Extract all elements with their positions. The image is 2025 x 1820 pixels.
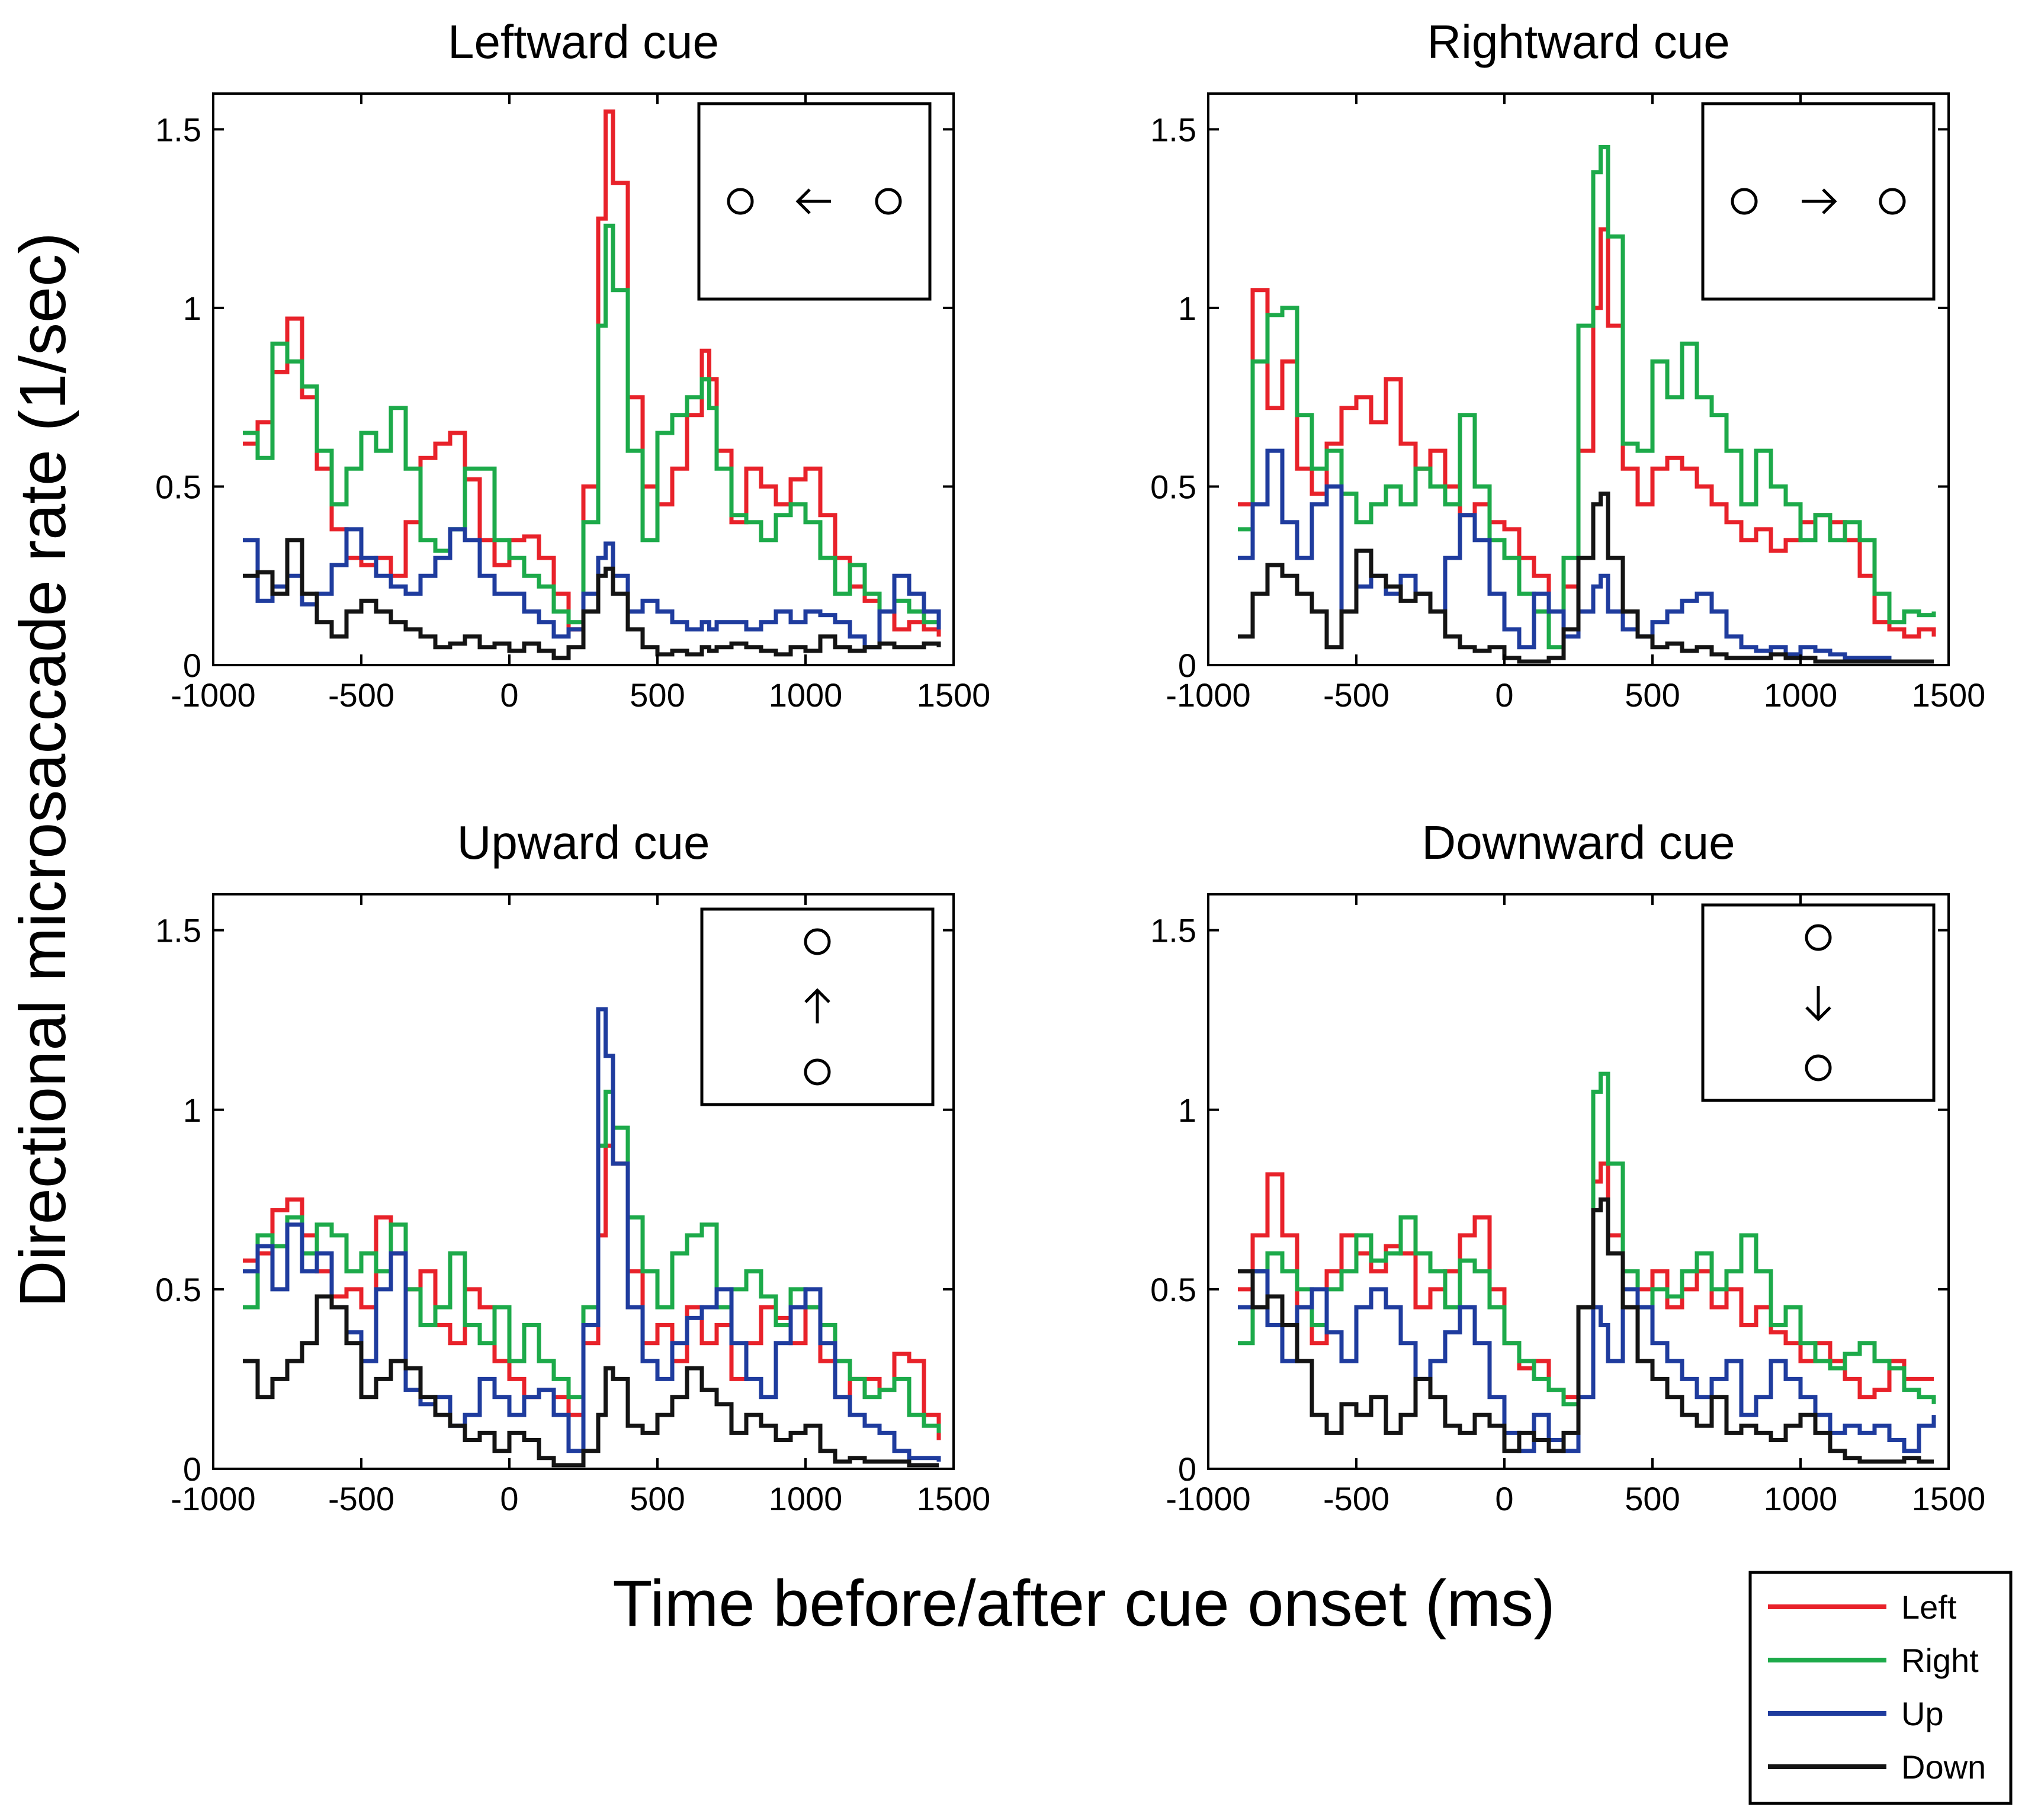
y-tick-label: 0.5 <box>155 468 201 505</box>
y-tick-label: 1 <box>1178 290 1196 327</box>
x-tick-label: 0 <box>1495 676 1513 714</box>
panels: Leftward cue-1000 -500 0 500 1000 150000.511.… <box>155 15 1985 1517</box>
panel-title: Rightward cue <box>1427 15 1729 68</box>
panel-2: Upward cue -1000 -500 0 500 1000 1500 0 0.5 1 1.5 <box>155 816 990 1517</box>
x-tick-label: 1500 <box>917 676 991 714</box>
x-tick-label: 0 <box>500 1480 518 1517</box>
panel-3: Downward cue -1000 -500 0 500 1000 1500 0 0.5 1 1.… <box>1150 816 1985 1517</box>
x-tick-label: -1000 <box>171 1480 255 1517</box>
target-circle-icon <box>804 1058 831 1086</box>
series-line-down <box>1238 1197 1934 1464</box>
axes-box <box>212 893 955 1470</box>
y-tick-label: 1.5 <box>155 111 201 148</box>
x-tick-label: -1000 <box>1166 1480 1250 1517</box>
series-line-right <box>1238 145 1936 650</box>
y-tick-label: 0.5 <box>1150 1271 1196 1308</box>
series-line-down <box>243 538 941 660</box>
series-line-right <box>243 223 941 625</box>
arrow-right-icon <box>1802 188 1837 214</box>
y-tick-label: 1.5 <box>1150 912 1196 949</box>
y-tick-label: 1 <box>183 290 201 327</box>
x-tick-label: 1000 <box>769 676 843 714</box>
x-tick-label: 500 <box>630 1480 685 1517</box>
x-tick-label: 500 <box>1625 1480 1680 1517</box>
target-circle-icon <box>1805 1054 1832 1081</box>
y-tick-label: 0 <box>183 647 201 684</box>
x-tick-label: 1000 <box>1764 1480 1838 1517</box>
x-axis-label: Time before/after cue onset (ms) <box>612 1567 1555 1640</box>
panel-0: Leftward cue -1000 -500 0 500 1000 1500 0 0.5 1 1.… <box>155 15 990 714</box>
cue-inset <box>697 102 932 301</box>
cue-inset <box>1701 102 1936 301</box>
panel-title: Downward cue <box>1421 816 1735 869</box>
y-tick-label: 0 <box>183 1450 201 1488</box>
legend-label-up: Up <box>1901 1695 1944 1732</box>
y-tick-label: 1.5 <box>155 912 201 949</box>
series-group <box>243 1007 941 1468</box>
x-tick-label: -1000 <box>171 676 255 714</box>
y-tick-label: 0.5 <box>1150 468 1196 505</box>
y-axis-label: Directional microsaccade rate (1/sec) <box>7 232 79 1308</box>
panel-title: Upward cue <box>457 816 710 869</box>
legend-label-left: Left <box>1901 1588 1957 1626</box>
x-tick-label: 1000 <box>769 1480 843 1517</box>
target-circle-icon <box>1879 188 1906 215</box>
x-tick-label: 0 <box>1495 1480 1513 1517</box>
cue-inset <box>700 907 935 1106</box>
legend-label-right: Right <box>1901 1642 1979 1679</box>
axes-box <box>212 92 955 666</box>
series-line-up <box>243 527 941 650</box>
series-line-right <box>1238 1071 1936 1407</box>
series-line-down <box>1238 492 1934 664</box>
y-tick-label: 1.5 <box>1150 111 1196 148</box>
x-tick-label: 1000 <box>1764 676 1838 714</box>
x-tick-label: 1500 <box>917 1480 991 1517</box>
cue-inset <box>1701 903 1936 1102</box>
series-line-down <box>243 1294 939 1468</box>
y-tick-label: 0 <box>1178 1450 1196 1488</box>
series-group <box>1238 145 1936 664</box>
target-circle-icon <box>1731 188 1758 215</box>
series-group <box>243 109 941 660</box>
x-tick-label: 500 <box>1625 676 1680 714</box>
series-line-left <box>243 109 941 637</box>
legend: Left Right Up Down <box>1748 1571 2013 1805</box>
legend-label-down: Down <box>1901 1748 1986 1786</box>
x-tick-label: 0 <box>500 676 518 714</box>
series-group <box>1238 1071 1936 1464</box>
y-tick-label: 1 <box>183 1092 201 1129</box>
target-circle-icon <box>1805 924 1832 951</box>
target-circle-icon <box>875 188 902 215</box>
target-circle-icon <box>804 928 831 955</box>
axes-box <box>1207 92 1950 666</box>
x-tick-label: -500 <box>328 676 394 714</box>
y-tick-label: 0 <box>1178 647 1196 684</box>
target-circle-icon <box>727 188 754 215</box>
panel-title: Leftward cue <box>448 15 719 68</box>
x-tick-label: 1500 <box>1912 676 1986 714</box>
panel-1: Rightward cue -1000 -500 0 500 1000 1500 0 0.5 1 1… <box>1150 15 1985 714</box>
x-tick-label: 1500 <box>1912 1480 1986 1517</box>
x-tick-label: -500 <box>328 1480 394 1517</box>
arrow-up-icon <box>804 988 830 1023</box>
x-tick-label: -500 <box>1323 1480 1389 1517</box>
x-tick-label: -1000 <box>1166 676 1250 714</box>
arrow-left-icon <box>795 188 831 214</box>
arrow-down-icon <box>1805 986 1831 1022</box>
legend-items: Left Right Up Down <box>1768 1588 1986 1786</box>
x-tick-label: 500 <box>630 676 685 714</box>
axes-box <box>1207 893 1950 1470</box>
y-tick-label: 1 <box>1178 1092 1196 1129</box>
y-tick-label: 0.5 <box>155 1271 201 1308</box>
x-tick-label: -500 <box>1323 676 1389 714</box>
